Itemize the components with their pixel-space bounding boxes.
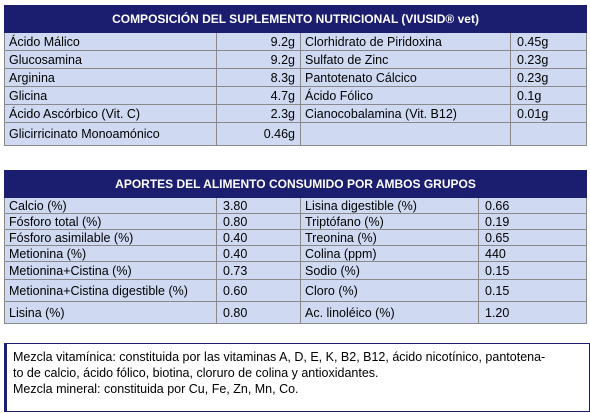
empty-cell (300, 122, 511, 146)
nutrient-name: Metionina (%) (4, 245, 217, 262)
ingredient-amount: 9.2g (216, 32, 301, 51)
nutrient-name: Fósforo total (%) (4, 213, 217, 230)
nutrient-name: Calcio (%) (4, 197, 217, 214)
ingredient-amount: 0.45g (510, 32, 587, 51)
ingredient-name: Ácido Fólico (300, 86, 511, 105)
table-row: Metionina+Cistina digestible (%) 0.60 Cl… (4, 279, 588, 302)
nutrient-value: 0.73 (216, 261, 301, 280)
footnote-box: Mezcla vitamínica: constituida por las v… (4, 343, 590, 412)
nutrient-name: Triptófano (%) (300, 213, 479, 230)
nutrient-value: 3.80 (216, 197, 301, 214)
nutrient-value: 0.80 (216, 213, 301, 230)
ingredient-amount: 0.23g (510, 50, 587, 69)
ingredient-amount: 0.46g (216, 122, 301, 146)
ingredient-name: Pantotenato Cálcico (300, 68, 511, 87)
table-row: Lisina (%) 0.80 Ac. linoléico (%) 1.20 (4, 301, 588, 324)
table-row: Arginina 8.3g Pantotenato Cálcico 0.23g (4, 68, 587, 87)
ingredient-amount: 2.3g (216, 104, 301, 123)
table-row: Metionina+Cistina (%) 0.73 Sodio (%) 0.1… (4, 261, 588, 280)
nutrient-value: 0.66 (477, 197, 588, 214)
nutrient-value: 0.19 (477, 213, 588, 230)
feed-nutrients-table: APORTES DEL ALIMENTO CONSUMIDO POR AMBOS… (3, 170, 588, 324)
nutrient-name: Ac. linoléico (%) (300, 301, 479, 324)
table-row: Ácido Málico 9.2g Clorhidrato de Piridox… (4, 32, 587, 51)
nutrient-name: Lisina (%) (4, 301, 217, 324)
vitamin-mix-note-line1: Mezcla vitamínica: constituida por las v… (13, 350, 546, 364)
table-row: Fósforo total (%) 0.80 Triptófano (%) 0.… (4, 213, 588, 230)
nutrient-value: 0.65 (477, 229, 588, 246)
ingredient-name: Glucosamina (4, 50, 217, 69)
ingredient-name: Ácido Málico (4, 32, 217, 51)
table-row: Fósforo asimilable (%) 0.40 Treonina (%)… (4, 229, 588, 246)
nutrient-value: 0.15 (477, 279, 588, 302)
ingredient-name: Cianocobalamina (Vit. B12) (300, 104, 511, 123)
nutrient-name: Cloro (%) (300, 279, 479, 302)
table-row: Glucosamina 9.2g Sulfato de Zinc 0.23g (4, 50, 587, 69)
table-row: Metionina (%) 0.40 Colina (ppm) 440 (4, 245, 588, 262)
nutrient-value: 440 (477, 245, 588, 262)
nutrient-name: Lisina digestible (%) (300, 197, 479, 214)
table-row: Glicirricinato Monoamónico 0.46g (4, 122, 587, 146)
ingredient-name: Arginina (4, 68, 217, 87)
nutrient-name: Treonina (%) (300, 229, 479, 246)
supplement-composition-table: COMPOSICIÓN DEL SUPLEMENTO NUTRICIONAL (… (4, 5, 587, 146)
supplement-table-title: COMPOSICIÓN DEL SUPLEMENTO NUTRICIONAL (… (4, 5, 587, 33)
nutrient-value: 0.80 (216, 301, 301, 324)
ingredient-amount: 8.3g (216, 68, 301, 87)
ingredient-amount: 9.2g (216, 50, 301, 69)
table-row: Calcio (%) 3.80 Lisina digestible (%) 0.… (4, 197, 588, 214)
ingredient-name: Glicina (4, 86, 217, 105)
mineral-mix-note: Mezcla mineral: constituida por Cu, Fe, … (13, 382, 299, 396)
table-row: Glicina 4.7g Ácido Fólico 0.1g (4, 86, 587, 105)
feed-table-title: APORTES DEL ALIMENTO CONSUMIDO POR AMBOS… (3, 170, 588, 198)
nutrient-value: 0.40 (216, 229, 301, 246)
nutrient-name: Metionina+Cistina (%) (4, 261, 217, 280)
ingredient-amount: 0.23g (510, 68, 587, 87)
nutrient-name: Metionina+Cistina digestible (%) (4, 279, 217, 302)
nutrient-value: 1.20 (477, 301, 588, 324)
nutrient-name: Sodio (%) (300, 261, 479, 280)
nutrient-value: 0.60 (216, 279, 301, 302)
ingredient-name: Sulfato de Zinc (300, 50, 511, 69)
ingredient-amount: 0.01g (510, 104, 587, 123)
nutrient-value: 0.40 (216, 245, 301, 262)
nutrient-name: Fósforo asimilable (%) (4, 229, 217, 246)
ingredient-name: Glicirricinato Monoamónico (4, 122, 217, 146)
vitamin-mix-note-line2: to de calcio, ácido fólico, biotina, clo… (13, 366, 379, 380)
nutrient-value: 0.15 (477, 261, 588, 280)
empty-cell (510, 122, 587, 146)
ingredient-name: Ácido Ascórbico (Vit. C) (4, 104, 217, 123)
ingredient-amount: 0.1g (510, 86, 587, 105)
table-row: Ácido Ascórbico (Vit. C) 2.3g Cianocobal… (4, 104, 587, 123)
ingredient-amount: 4.7g (216, 86, 301, 105)
nutrient-name: Colina (ppm) (300, 245, 479, 262)
ingredient-name: Clorhidrato de Piridoxina (300, 32, 511, 51)
